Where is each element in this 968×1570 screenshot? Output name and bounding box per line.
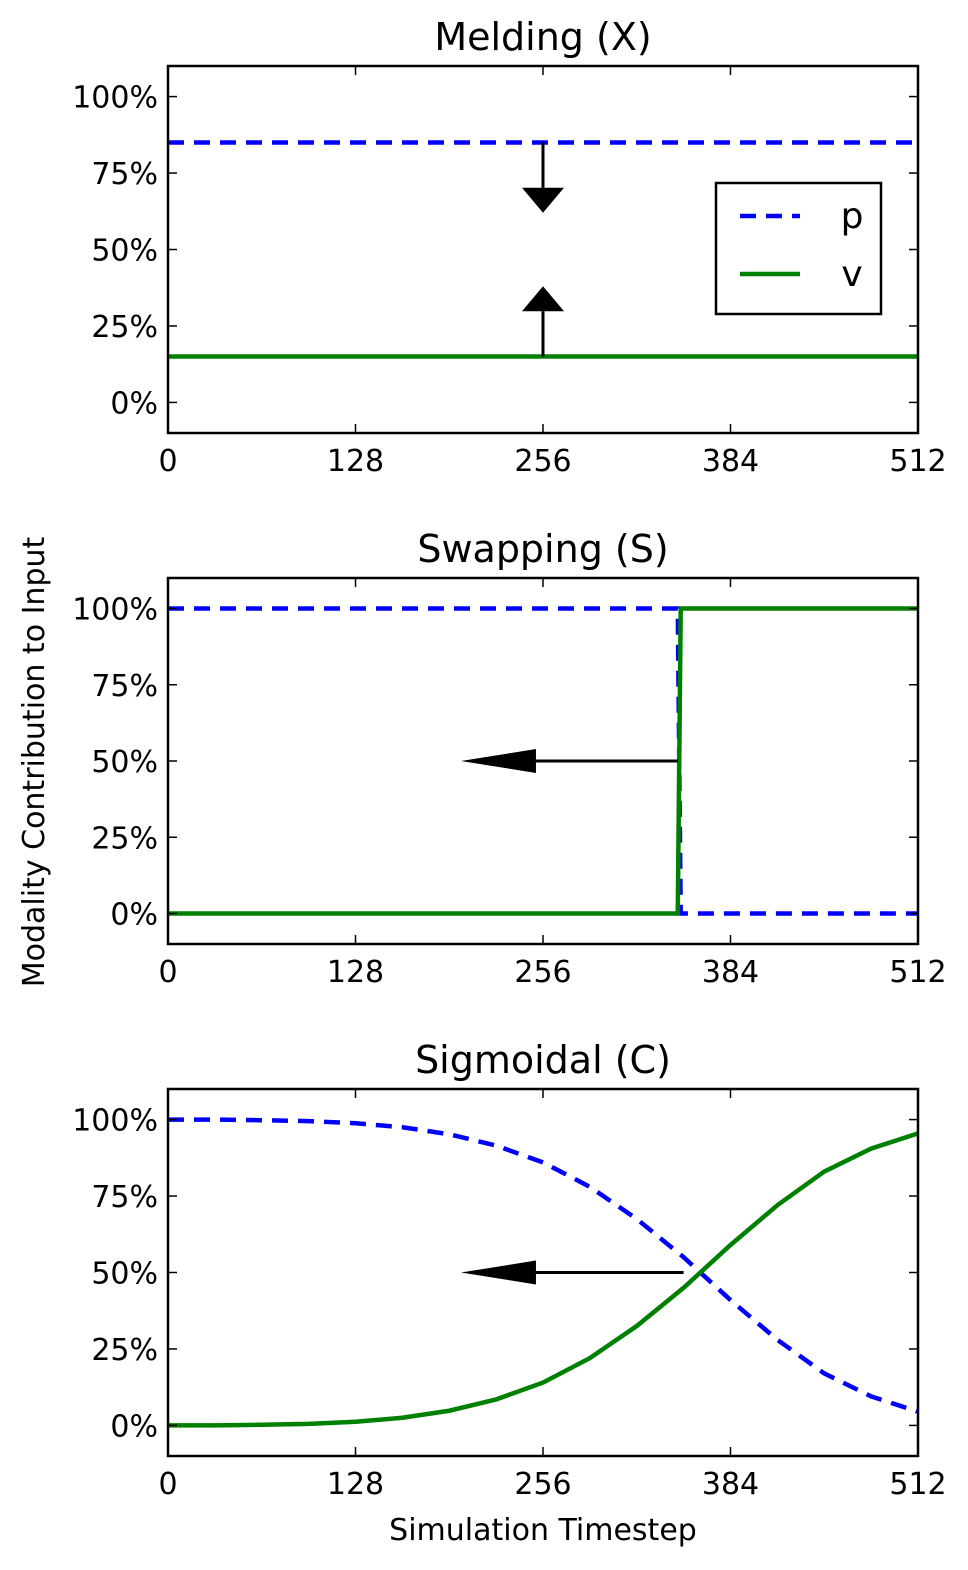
legend-label-v: v: [841, 254, 862, 295]
y-tick-label: 25%: [91, 1333, 158, 1368]
x-tick-label: 128: [327, 1467, 384, 1502]
series-line-v: [168, 606, 918, 916]
legend-label-p: p: [841, 196, 864, 237]
y-tick-label: 50%: [91, 1257, 158, 1292]
x-tick-label: 512: [889, 1467, 946, 1502]
x-tick-label: 256: [514, 955, 571, 990]
annotation-arrow-head: [522, 187, 564, 213]
series-line-p: [168, 1117, 918, 1414]
annotation-arrow-head: [460, 1260, 536, 1285]
x-tick-label: 384: [702, 1467, 759, 1502]
x-tick-label: 128: [327, 444, 384, 479]
y-tick-label: 25%: [91, 310, 158, 345]
x-tick-label: 128: [327, 955, 384, 990]
chart-panel-2: Swapping (S) 0 128 256 384 512 0% 25% 50% 75% 100%: [72, 527, 946, 990]
x-tick-label: 0: [158, 444, 177, 479]
series-group: [168, 606, 918, 916]
x-tick-label: 384: [702, 955, 759, 990]
x-tick-label: 256: [514, 1467, 571, 1502]
x-tick-label: 384: [702, 444, 759, 479]
y-tick-label: 25%: [91, 821, 158, 856]
y-tick-label: 75%: [91, 1180, 158, 1215]
legend-box: [714, 181, 883, 316]
y-tick-label: 75%: [91, 157, 158, 192]
chart-title: Sigmoidal (C): [415, 1038, 671, 1082]
x-axis-label: Simulation Timestep: [389, 1513, 697, 1548]
series-group: [168, 1117, 918, 1428]
y-tick-label: 0%: [110, 898, 158, 933]
y-tick-label: 50%: [91, 745, 158, 780]
series-line-v: [168, 1131, 918, 1428]
chart-title: Melding (X): [434, 15, 651, 59]
x-tick-label: 0: [158, 955, 177, 990]
annotation-arrow-head: [460, 749, 536, 773]
y-axis-label: Modality Contribution to Input: [17, 537, 52, 988]
legend: pv: [714, 181, 883, 316]
chart-title: Swapping (S): [417, 527, 668, 571]
y-tick-label: 100%: [72, 81, 158, 116]
y-tick-label: 0%: [110, 1409, 158, 1444]
y-tick-label: 100%: [72, 1104, 158, 1139]
y-tick-label: 100%: [72, 593, 158, 628]
x-tick-label: 0: [158, 1467, 177, 1502]
chart-panel-3: Sigmoidal (C) 0 128 256 384 512 0% 25% 50% 75% 100…: [72, 1038, 946, 1502]
y-tick-label: 75%: [91, 669, 158, 704]
x-tick-label: 512: [889, 955, 946, 990]
y-tick-label: 0%: [110, 386, 158, 421]
x-tick-label: 256: [514, 444, 571, 479]
chart-panel-1: Melding (X) 0 128 256 384 512 0% 25% 50% 75% 100% p…: [72, 15, 946, 479]
x-tick-label: 512: [889, 444, 946, 479]
annotation-arrow-head: [522, 286, 564, 312]
y-tick-label: 50%: [91, 234, 158, 269]
